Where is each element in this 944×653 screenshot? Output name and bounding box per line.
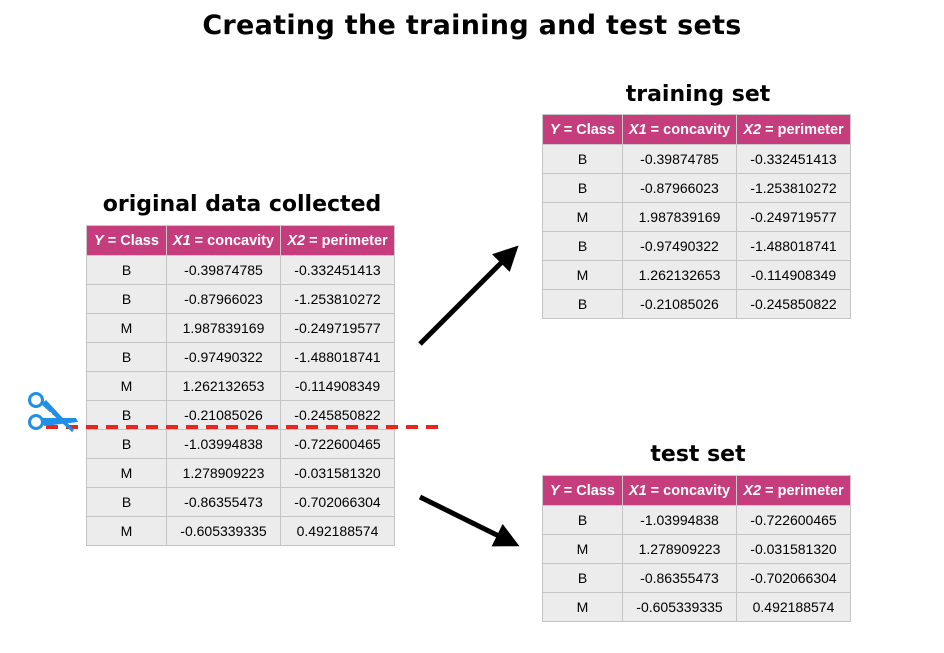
header-row: Y = Class X1 = concavity X2 = perimeter xyxy=(86,225,395,256)
column-header: Y = Class xyxy=(542,475,623,506)
table-cell: 1.987839169 xyxy=(166,313,281,343)
column-header: X2 = perimeter xyxy=(736,475,851,506)
header-row: Y = Class X1 = concavity X2 = perimeter xyxy=(542,114,851,145)
table-cell: M xyxy=(86,516,167,546)
table-cell: M xyxy=(542,592,623,622)
table-cell: -0.702066304 xyxy=(280,487,395,517)
table-cell: B xyxy=(542,289,623,319)
table-row: B -0.97490322 -1.488018741 xyxy=(86,342,395,372)
table-cell: -1.03994838 xyxy=(622,505,737,535)
table-cell: 0.492188574 xyxy=(736,592,851,622)
table-cell: -0.97490322 xyxy=(166,342,281,372)
column-header: Y = Class xyxy=(542,114,623,145)
table-cell: -1.488018741 xyxy=(280,342,395,372)
scissors-icon xyxy=(28,392,78,432)
table-row: B -0.39874785 -0.332451413 xyxy=(542,144,851,174)
table-row: B -0.87966023 -1.253810272 xyxy=(542,173,851,203)
table-cell: B xyxy=(86,284,167,314)
arrow-to-training xyxy=(418,245,519,346)
table-cell: 1.262132653 xyxy=(622,260,737,290)
table-cell: B xyxy=(86,342,167,372)
table-cell: -0.332451413 xyxy=(736,144,851,174)
table-cell: -0.722600465 xyxy=(280,429,395,459)
table-row: B -1.03994838 -0.722600465 xyxy=(86,429,395,459)
column-header: Y = Class xyxy=(86,225,167,256)
training-set-table: Y = Class X1 = concavity X2 = perimeter B -0… xyxy=(542,114,851,319)
table-cell: 1.278909223 xyxy=(622,534,737,564)
test-set-table: Y = Class X1 = concavity X2 = perimeter B -1… xyxy=(542,475,851,622)
training-caption: training set xyxy=(625,82,771,107)
table-row: B -0.87966023 -1.253810272 xyxy=(86,284,395,314)
table-row: B -0.39874785 -0.332451413 xyxy=(86,255,395,285)
original-caption: original data collected xyxy=(102,192,382,217)
table-cell: -0.21085026 xyxy=(622,289,737,319)
table-cell: B xyxy=(86,429,167,459)
arrow-to-test xyxy=(418,494,520,547)
test-caption: test set xyxy=(650,442,746,467)
table-row: M 1.262132653 -0.114908349 xyxy=(86,371,395,401)
table-cell: -0.97490322 xyxy=(622,231,737,261)
table-row: M -0.605339335 0.492188574 xyxy=(86,516,395,546)
table-cell: M xyxy=(542,260,623,290)
table-cell: -0.86355473 xyxy=(622,563,737,593)
table-row: M 1.262132653 -0.114908349 xyxy=(542,260,851,290)
table-cell: B xyxy=(542,505,623,535)
table-cell: -0.39874785 xyxy=(622,144,737,174)
header-row: Y = Class X1 = concavity X2 = perimeter xyxy=(542,475,851,506)
table-row: M 1.987839169 -0.249719577 xyxy=(86,313,395,343)
original-data-table: Y = Class X1 = concavity X2 = perimeter B -0… xyxy=(86,225,395,546)
column-header: X2 = perimeter xyxy=(736,114,851,145)
table-cell: -0.114908349 xyxy=(736,260,851,290)
table-cell: B xyxy=(86,255,167,285)
column-header: X1 = concavity xyxy=(622,114,737,145)
table-cell: -0.031581320 xyxy=(280,458,395,488)
table-cell: -0.245850822 xyxy=(280,400,395,430)
page-title: Creating the training and test sets xyxy=(202,10,742,41)
table-row: B -0.21085026 -0.245850822 xyxy=(542,289,851,319)
table-cell: 1.987839169 xyxy=(622,202,737,232)
table-cell: -0.114908349 xyxy=(280,371,395,401)
table-cell: -0.605339335 xyxy=(622,592,737,622)
table-row: M -0.605339335 0.492188574 xyxy=(542,592,851,622)
table-cell: -0.332451413 xyxy=(280,255,395,285)
table-cell: -1.488018741 xyxy=(736,231,851,261)
table-cell: M xyxy=(86,371,167,401)
table-cell: B xyxy=(542,231,623,261)
table-cell: B xyxy=(86,400,167,430)
column-header: X1 = concavity xyxy=(622,475,737,506)
table-cell: -0.249719577 xyxy=(280,313,395,343)
table-cell: -0.87966023 xyxy=(622,173,737,203)
table-cell: -0.39874785 xyxy=(166,255,281,285)
column-header: X2 = perimeter xyxy=(280,225,395,256)
table-cell: -0.21085026 xyxy=(166,400,281,430)
table-cell: B xyxy=(542,173,623,203)
table-row: B -0.21085026 -0.245850822 xyxy=(86,400,395,430)
table-cell: M xyxy=(86,458,167,488)
table-cell: -1.03994838 xyxy=(166,429,281,459)
table-row: B -1.03994838 -0.722600465 xyxy=(542,505,851,535)
table-cell: -1.253810272 xyxy=(280,284,395,314)
table-cell: -0.722600465 xyxy=(736,505,851,535)
table-cell: -0.605339335 xyxy=(166,516,281,546)
table-cell: -1.253810272 xyxy=(736,173,851,203)
column-header: X1 = concavity xyxy=(166,225,281,256)
table-cell: 0.492188574 xyxy=(280,516,395,546)
table-cell: -0.245850822 xyxy=(736,289,851,319)
table-row: B -0.86355473 -0.702066304 xyxy=(542,563,851,593)
table-cell: -0.031581320 xyxy=(736,534,851,564)
table-cell: 1.278909223 xyxy=(166,458,281,488)
table-row: B -0.97490322 -1.488018741 xyxy=(542,231,851,261)
table-cell: 1.262132653 xyxy=(166,371,281,401)
table-cell: -0.87966023 xyxy=(166,284,281,314)
table-row: M 1.278909223 -0.031581320 xyxy=(86,458,395,488)
